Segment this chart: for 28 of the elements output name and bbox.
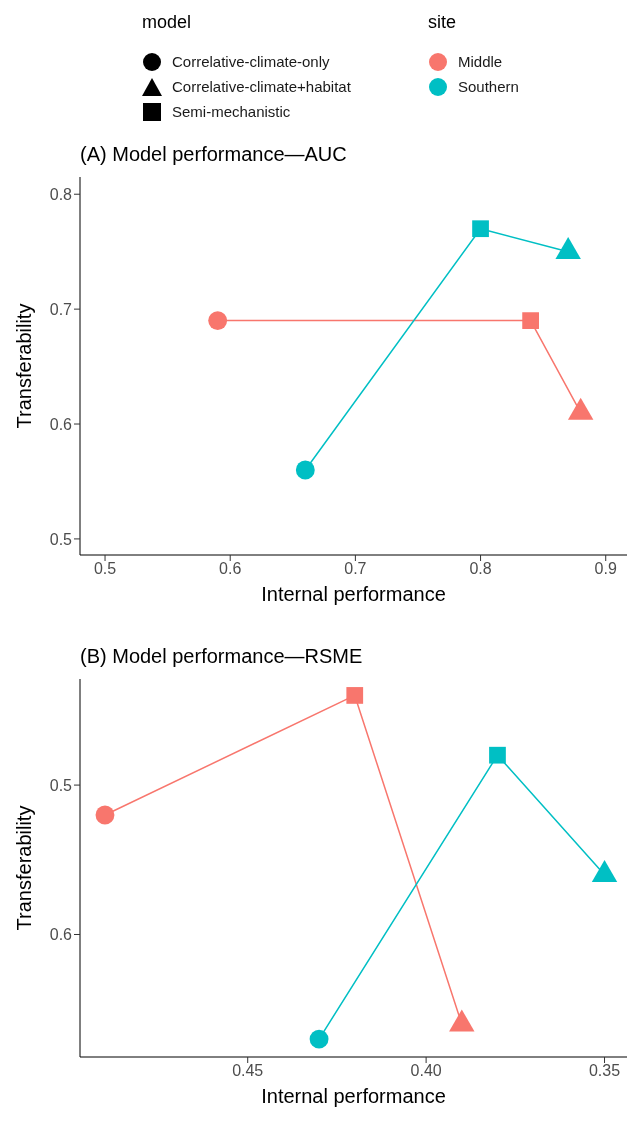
- legend-title: site: [428, 12, 457, 33]
- y-tick-label: 0.8: [49, 185, 73, 203]
- y-tick-label: 0.5: [49, 530, 73, 548]
- point: [95, 805, 115, 825]
- x-tick-label: 0.5: [93, 560, 117, 578]
- x-tick-label: 0.8: [469, 560, 492, 578]
- x-tick-label: 0.9: [594, 560, 617, 578]
- y-axis-title: Transferability: [13, 303, 36, 429]
- x-axis-title: Internal performance: [261, 1085, 446, 1107]
- y-tick-label: 0.6: [49, 926, 73, 944]
- legend-label: Middle: [458, 53, 503, 70]
- y-tick-label: 0.6: [49, 415, 73, 433]
- y-tick-label: 0.5: [49, 776, 73, 794]
- x-tick-label: 0.7: [344, 560, 367, 578]
- x-tick-label: 0.6: [219, 560, 242, 578]
- x-axis-title: Internal performance: [261, 583, 446, 605]
- text: Correlative-climate-only: [172, 53, 330, 70]
- legend-label: Southern: [458, 78, 519, 95]
- x-tick-label: 0.45: [232, 1062, 264, 1080]
- x-tick-label: 0.40: [410, 1062, 442, 1080]
- y-tick-label: 0.7: [49, 300, 73, 318]
- x-tick-label: 0.35: [588, 1062, 621, 1080]
- chart-title: (A) Model performance—AUC: [79, 142, 348, 167]
- chart-title: (B) Model performance—RSME: [79, 644, 364, 669]
- y-axis-title: Transferability: [13, 805, 36, 931]
- text: Correlative-climate+habitat: [172, 78, 351, 95]
- text: model: [142, 12, 193, 33]
- text: Semi-mechanistic: [172, 103, 291, 120]
